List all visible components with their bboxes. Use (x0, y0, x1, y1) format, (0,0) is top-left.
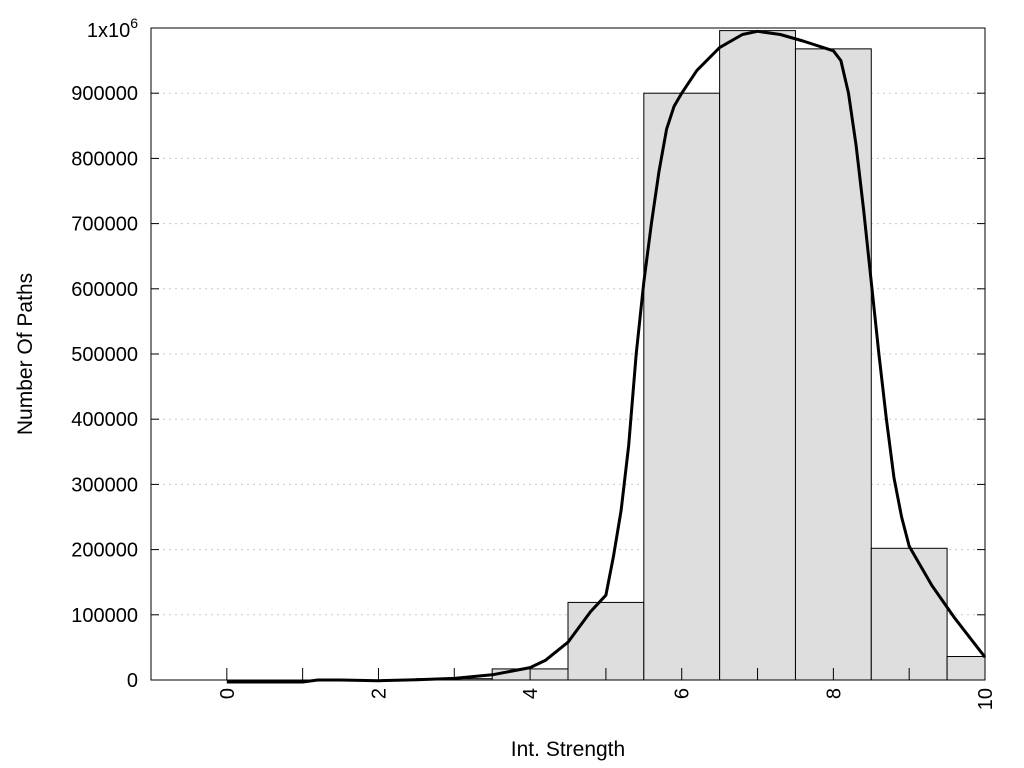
x-tick-label: 8 (823, 688, 845, 699)
y-tick-label: 300000 (71, 474, 138, 496)
x-tick-label: 6 (672, 688, 694, 699)
y-tick-label: 0 (127, 670, 138, 692)
y-top-tick-label: 1x106 (87, 15, 138, 42)
histogram-bar (643, 92, 721, 681)
y-tick-label: 800000 (71, 148, 138, 170)
x-tick-label: 0 (217, 688, 239, 699)
x-tick-label: 4 (520, 688, 542, 699)
histogram-bar (719, 30, 796, 681)
y-axis-title: Number Of Paths (14, 273, 37, 435)
y-tick-label: 400000 (71, 409, 138, 431)
x-axis-title: Int. Strength (511, 738, 625, 761)
x-tick-labels: 0 2 4 6 8 10 (217, 688, 997, 710)
y-top-exponent: 6 (130, 15, 138, 31)
y-top-base: 1x10 (87, 20, 130, 42)
x-tick-label: 10 (975, 688, 997, 710)
y-tick-labels: 0 100000 200000 300000 400000 500000 600000 700… (71, 83, 138, 692)
y-tick-label: 900000 (71, 83, 138, 105)
histogram-bar (794, 48, 872, 681)
histogram-bar (870, 547, 948, 681)
y-tick-label: 200000 (71, 540, 138, 562)
axis-ticks (151, 92, 986, 681)
fit-curve (226, 29, 987, 684)
histogram-bars (415, 30, 986, 681)
x-tick-label: 2 (368, 688, 390, 699)
y-tick-label: 700000 (71, 214, 138, 236)
y-tick-label: 600000 (71, 279, 138, 301)
y-tick-label: 500000 (71, 344, 138, 366)
histogram-bar (946, 656, 986, 681)
histogram-bar (567, 601, 645, 681)
y-tick-label: 100000 (71, 605, 138, 627)
fit-curve-line (226, 29, 987, 684)
grid-lines (151, 92, 985, 616)
